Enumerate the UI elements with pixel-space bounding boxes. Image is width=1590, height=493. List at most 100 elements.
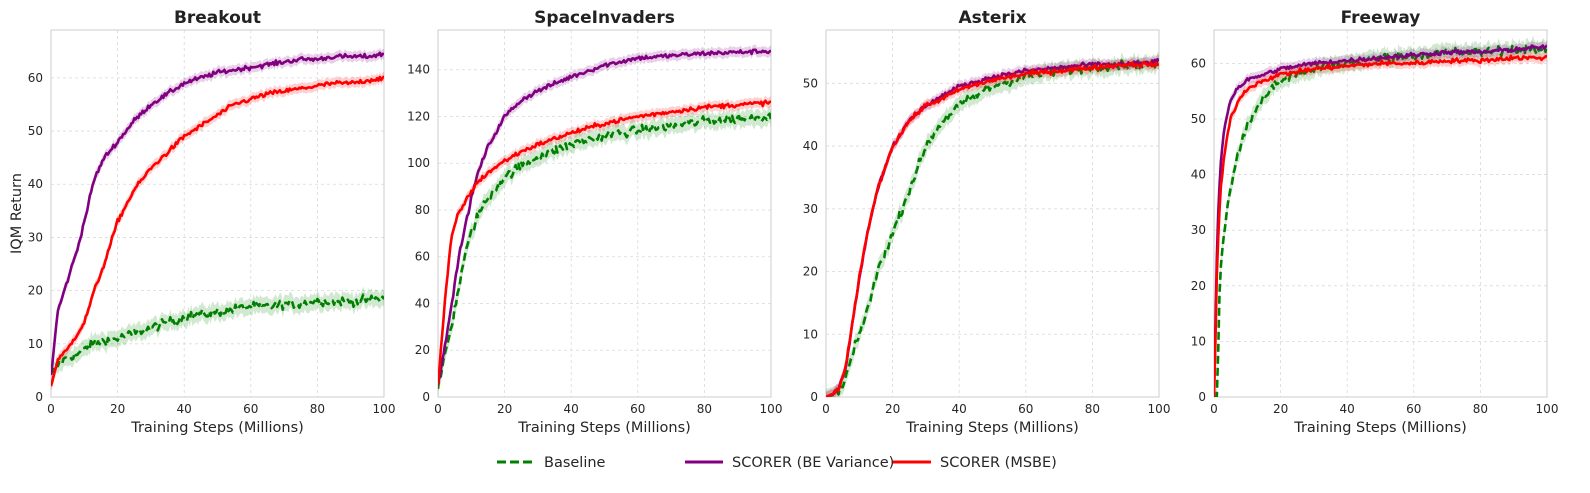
y-tick-label: 20 xyxy=(415,343,430,357)
confidence-band-scorer-be-variance xyxy=(826,54,1159,397)
series-line-baseline xyxy=(51,293,384,375)
y-tick-label: 20 xyxy=(28,284,43,298)
series-line-scorer-be-variance xyxy=(438,48,771,384)
chart-title: Breakout xyxy=(174,8,261,28)
plot-frame xyxy=(50,29,385,398)
confidence-band-scorer-be-variance xyxy=(51,47,384,381)
confidence-band-scorer-msbe xyxy=(826,57,1159,397)
x-tick-label: 60 xyxy=(1406,402,1421,416)
y-tick-label: 120 xyxy=(407,109,430,123)
x-tick-label: 20 xyxy=(885,402,900,416)
confidence-band-baseline xyxy=(1214,35,1547,397)
x-tick-label: 0 xyxy=(47,402,55,416)
legend-label: SCORER (BE Variance) xyxy=(732,455,894,471)
confidence-band-scorer-be-variance xyxy=(1214,40,1547,397)
y-tick-label: 40 xyxy=(803,139,818,153)
legend: Baseline SCORER (BE Variance) SCORER (MSBE… xyxy=(497,455,1057,471)
y-tick-label: 40 xyxy=(1191,168,1206,182)
x-tick-label: 80 xyxy=(1473,402,1488,416)
chart-title: SpaceInvaders xyxy=(534,8,675,28)
legend-label: Baseline xyxy=(544,455,606,471)
confidence-band-baseline xyxy=(826,51,1159,397)
y-tick-label: 10 xyxy=(28,337,43,351)
confidence-band-scorer-be-variance xyxy=(438,44,771,389)
y-tick-label: 100 xyxy=(407,156,430,170)
y-tick-label: 80 xyxy=(415,203,430,217)
x-tick-label: 100 xyxy=(373,402,396,416)
panel-freeway: 0 20 40 60 80 100 0 10 20 30 40 50 60 Freeway Training… xyxy=(1191,8,1559,436)
x-tick-label: 80 xyxy=(1085,402,1100,416)
y-tick-label: 60 xyxy=(1191,56,1206,70)
y-tick-label: 40 xyxy=(415,296,430,310)
plot-frame xyxy=(437,29,772,398)
x-tick-label: 40 xyxy=(952,402,967,416)
x-tick-label: 40 xyxy=(177,402,192,416)
series-line-scorer-be-variance xyxy=(1214,44,1547,397)
x-tick-label: 60 xyxy=(243,402,258,416)
chart-title: Asterix xyxy=(958,8,1026,28)
x-tick-label: 100 xyxy=(760,402,783,416)
legend-item-scorer-msbe: SCORER (MSBE) xyxy=(893,455,1057,471)
y-tick-label: 40 xyxy=(28,177,43,191)
legend-item-scorer-be-variance: SCORER (BE Variance) xyxy=(685,455,894,471)
confidence-band-baseline xyxy=(51,286,384,382)
x-tick-label: 60 xyxy=(1018,402,1033,416)
y-tick-label: 10 xyxy=(1191,334,1206,348)
series-line-scorer-msbe xyxy=(51,75,384,387)
x-tick-label: 20 xyxy=(110,402,125,416)
series-line-baseline xyxy=(826,58,1159,397)
y-tick-label: 60 xyxy=(28,71,43,85)
confidence-band-scorer-msbe xyxy=(1214,50,1547,397)
x-tick-label: 60 xyxy=(630,402,645,416)
series-line-scorer-msbe xyxy=(1214,54,1547,397)
x-tick-label: 0 xyxy=(434,402,442,416)
y-tick-label: 30 xyxy=(1191,223,1206,237)
series-line-scorer-msbe xyxy=(438,99,771,386)
legend-label: SCORER (MSBE) xyxy=(940,455,1057,471)
plot-area xyxy=(1214,35,1547,397)
y-tick-label: 50 xyxy=(803,76,818,90)
plot-area xyxy=(826,51,1159,397)
chart-panels: 0 20 40 60 80 1000102030405060BreakoutTrainin… xyxy=(9,8,1558,436)
plot-area xyxy=(438,44,771,397)
series-line-scorer-be-variance xyxy=(826,57,1159,397)
panel-breakout: 0 20 40 60 80 100 0 10 20 30 40 50 60 Breakout Trainin… xyxy=(9,8,395,436)
y-axis-label: IQM Return xyxy=(9,173,25,254)
y-tick-label: 10 xyxy=(803,327,818,341)
y-tick-label: 30 xyxy=(803,202,818,216)
y-tick-label: 140 xyxy=(407,63,430,77)
y-tick-label: 50 xyxy=(1191,112,1206,126)
x-axis-label: Training Steps (Millions) xyxy=(517,420,691,436)
y-tick-label: 60 xyxy=(415,250,430,264)
y-tick-label: 0 xyxy=(1198,390,1206,404)
y-tick-label: 0 xyxy=(422,390,430,404)
y-tick-label: 0 xyxy=(35,390,43,404)
y-tick-label: 20 xyxy=(1191,279,1206,293)
series-line-scorer-msbe xyxy=(826,61,1159,397)
x-axis-label: Training Steps (Millions) xyxy=(905,420,1079,436)
y-tick-label: 50 xyxy=(28,124,43,138)
x-tick-label: 40 xyxy=(1340,402,1355,416)
series-line-baseline xyxy=(438,112,771,390)
plot-area xyxy=(51,47,384,392)
chart-title: Freeway xyxy=(1341,8,1421,28)
x-axis-label: Training Steps (Millions) xyxy=(130,420,304,436)
y-tick-label: 30 xyxy=(28,230,43,244)
x-tick-label: 100 xyxy=(1536,402,1559,416)
panel-asterix: 0 20 40 60 80 100 0 10 20 30 40 50 Asterix Training S… xyxy=(803,8,1171,436)
x-tick-label: 40 xyxy=(564,402,579,416)
legend-item-baseline: Baseline xyxy=(497,455,606,471)
x-axis-label: Training Steps (Millions) xyxy=(1293,420,1467,436)
x-tick-label: 20 xyxy=(497,402,512,416)
x-tick-label: 80 xyxy=(310,402,325,416)
x-tick-label: 80 xyxy=(697,402,712,416)
gridlines xyxy=(437,30,772,398)
x-tick-label: 100 xyxy=(1148,402,1171,416)
plot-frame xyxy=(825,29,1160,398)
y-tick-label: 0 xyxy=(810,390,818,404)
plot-frame xyxy=(1213,29,1548,398)
panel-spaceinvaders: 0 20 40 60 80 100 0 20 40 60 80 100 120 140 SpaceInvad… xyxy=(407,8,782,436)
series-line-scorer-be-variance xyxy=(51,51,384,376)
y-tick-label: 20 xyxy=(803,265,818,279)
